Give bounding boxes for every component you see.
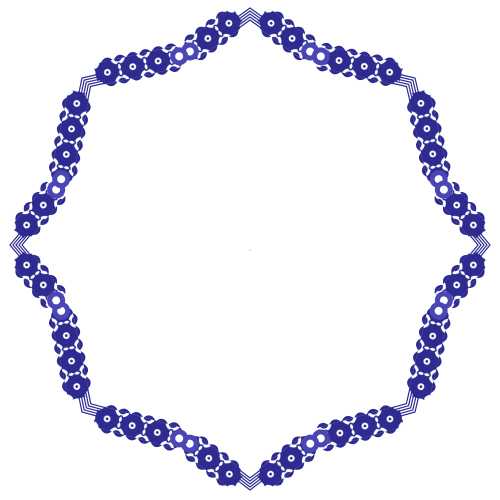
ornament-band-11 — [48, 301, 91, 400]
chevron-corner-icon — [233, 468, 267, 491]
center-dot — [249, 249, 251, 251]
ornament-band-8 — [256, 434, 320, 488]
ornament-band-2 — [311, 42, 403, 86]
ornament-band-4 — [434, 180, 488, 239]
chevron-corner-icon — [9, 229, 32, 261]
chevron-corner-icon — [77, 73, 105, 101]
chevron-corner-icon — [233, 7, 267, 29]
chevron-corner-icon — [392, 72, 421, 101]
ornament-band-3 — [407, 90, 451, 189]
ornament-band-15 — [94, 43, 189, 87]
corner-chevrons — [9, 7, 491, 491]
ornament-band-1 — [257, 9, 320, 61]
ornament-bands — [12, 9, 488, 488]
chevron-corner-icon — [77, 389, 105, 418]
ornament-band-6 — [407, 301, 451, 400]
ornament-band-7 — [311, 405, 404, 452]
ornament-band-10 — [93, 405, 189, 451]
chevron-corner-icon — [468, 229, 491, 261]
ornament-band-13 — [12, 180, 66, 239]
ornament-band-14 — [48, 90, 91, 189]
chevron-corner-icon — [392, 389, 421, 418]
ornament-band-12 — [12, 251, 66, 310]
